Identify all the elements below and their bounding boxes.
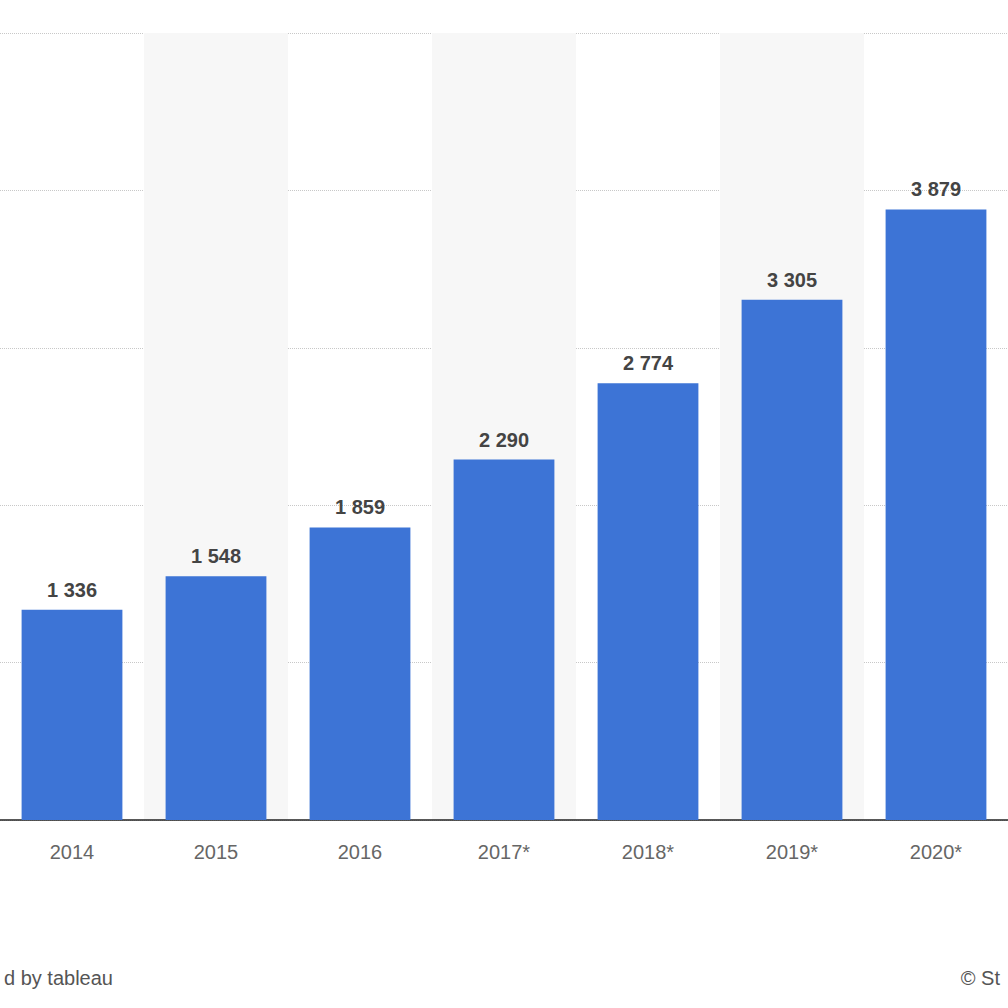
svg-text:1 859: 1 859 xyxy=(335,496,385,518)
svg-text:2018*: 2018* xyxy=(622,841,674,863)
svg-text:1 336: 1 336 xyxy=(47,579,97,601)
svg-text:2 290: 2 290 xyxy=(479,429,529,451)
svg-text:2 774: 2 774 xyxy=(623,352,674,374)
svg-text:2019*: 2019* xyxy=(766,841,818,863)
svg-text:3 879: 3 879 xyxy=(911,178,961,200)
svg-text:2017*: 2017* xyxy=(478,841,530,863)
svg-text:d by tableau: d by tableau xyxy=(4,967,113,989)
svg-text:3 305: 3 305 xyxy=(767,269,817,291)
svg-text:2016: 2016 xyxy=(338,841,383,863)
svg-text:© St: © St xyxy=(961,967,1001,989)
svg-text:2014: 2014 xyxy=(50,841,95,863)
svg-text:2015: 2015 xyxy=(194,841,239,863)
svg-text:1 548: 1 548 xyxy=(191,545,241,567)
svg-text:2020*: 2020* xyxy=(910,841,962,863)
